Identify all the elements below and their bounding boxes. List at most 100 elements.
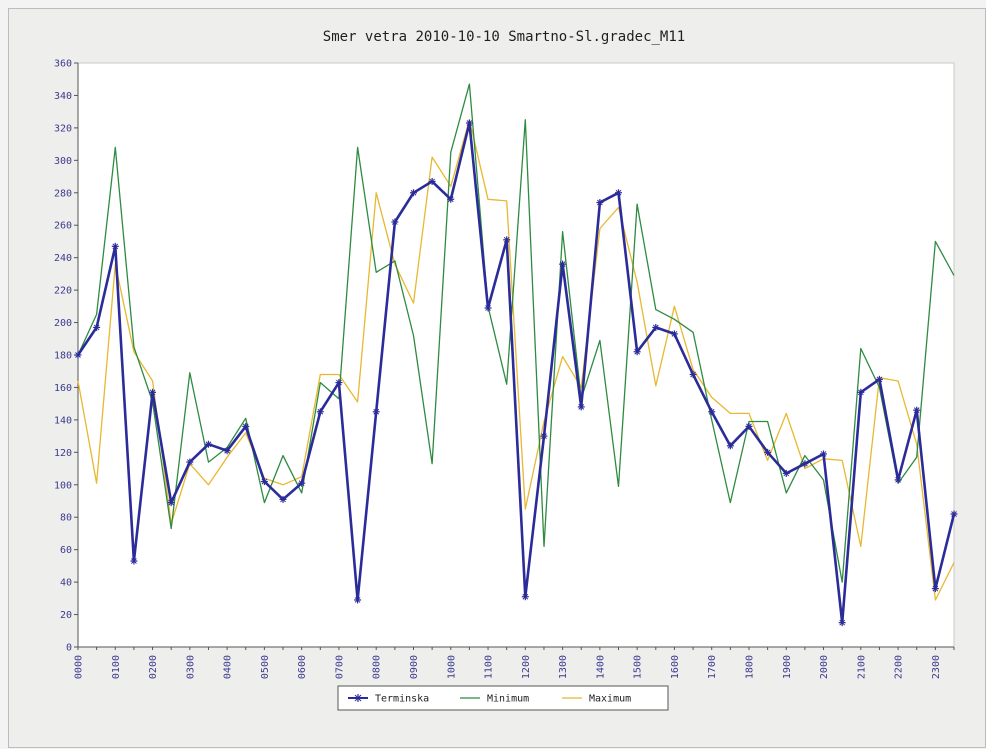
data-point	[857, 388, 865, 396]
legend-item-minimum: Minimum	[460, 694, 529, 705]
data-point	[316, 408, 324, 416]
data-point	[372, 408, 380, 416]
data-point	[670, 330, 678, 338]
y-tick-label: 260	[54, 221, 72, 232]
y-tick-label: 220	[54, 286, 72, 297]
data-point	[838, 619, 846, 627]
data-point	[242, 422, 250, 430]
data-point	[428, 177, 436, 185]
data-point	[894, 476, 902, 484]
x-tick-label: 0400	[223, 655, 234, 679]
chart-svg: Smer vetra 2010-10-10 Smartno-Sl.gradec_…	[54, 29, 958, 711]
data-point	[130, 557, 138, 565]
data-point	[260, 478, 268, 486]
data-point	[298, 479, 306, 487]
x-tick-label: 1900	[782, 655, 793, 679]
chart-title: Smer vetra 2010-10-10 Smartno-Sl.gradec_…	[323, 29, 685, 45]
data-point	[409, 189, 417, 197]
y-tick-label: 340	[54, 91, 72, 102]
data-point	[875, 375, 883, 383]
legend-label: Terminska	[375, 694, 429, 705]
x-tick-label: 0600	[297, 655, 308, 679]
data-point	[186, 458, 194, 466]
data-point	[391, 218, 399, 226]
y-tick-label: 40	[60, 578, 72, 589]
legend-label: Maximum	[589, 694, 631, 705]
x-tick-label: 0900	[409, 655, 420, 679]
data-point	[726, 442, 734, 450]
data-point	[279, 495, 287, 503]
series-line-maximum	[77, 119, 955, 601]
y-tick-label: 300	[54, 156, 72, 167]
x-tick-label: 1700	[707, 655, 718, 679]
data-point	[764, 448, 772, 456]
data-point	[521, 593, 529, 601]
y-tick-label: 240	[54, 253, 72, 264]
x-tick-label: 0300	[185, 655, 196, 679]
data-point	[149, 388, 157, 396]
x-tick-label: 0700	[334, 655, 345, 679]
y-tick-label: 280	[54, 188, 72, 199]
data-point	[559, 260, 567, 268]
data-point	[745, 422, 753, 430]
data-point	[950, 510, 958, 518]
x-tick-label: 0000	[74, 655, 85, 679]
y-tick-label: 60	[60, 545, 72, 556]
x-tick-label: 2300	[931, 655, 942, 679]
y-tick-label: 160	[54, 383, 72, 394]
series-line-terminska	[76, 121, 956, 625]
axes: 0 20 40 60 80 100 120 140 160 180 200 220 240 260 280 3…	[54, 59, 955, 679]
y-tick-label: 140	[54, 415, 72, 426]
data-point	[447, 195, 455, 203]
data-point	[782, 469, 790, 477]
data-point	[931, 585, 939, 593]
data-point	[577, 403, 585, 411]
data-point	[596, 199, 604, 207]
chart-frame: Smer vetra 2010-10-10 Smartno-Sl.gradec_…	[8, 8, 986, 748]
legend-item-maximum: Maximum	[562, 694, 631, 705]
x-tick-label: 1300	[558, 655, 569, 679]
data-point	[820, 450, 828, 458]
x-tick-label: 0800	[372, 655, 383, 679]
x-tick-label: 1100	[484, 655, 495, 679]
data-point	[633, 348, 641, 356]
data-point	[913, 406, 921, 414]
data-point	[652, 323, 660, 331]
x-tick-label: 2000	[819, 655, 830, 679]
data-point	[335, 379, 343, 387]
data-point	[223, 447, 231, 455]
y-tick-label: 20	[60, 610, 72, 621]
y-tick-label: 320	[54, 123, 72, 134]
legend-box	[337, 685, 669, 711]
data-point	[93, 323, 101, 331]
y-tick-label: 360	[54, 59, 72, 70]
series-layer	[74, 83, 958, 627]
y-tick-label: 120	[54, 448, 72, 459]
x-tick-label: 1500	[633, 655, 644, 679]
legend-item-terminska: Terminska	[348, 694, 429, 705]
x-tick-label: 1600	[670, 655, 681, 679]
data-point	[167, 499, 175, 507]
x-tick-label: 0200	[148, 655, 159, 679]
y-tick-label: 200	[54, 318, 72, 329]
y-tick-label: 100	[54, 480, 72, 491]
x-tick-label: 1200	[521, 655, 532, 679]
y-tick-label: 80	[60, 513, 72, 524]
data-point	[540, 432, 548, 440]
data-point	[708, 408, 716, 416]
legend: Terminska Minimum Maximum	[337, 685, 669, 711]
x-tick-label: 1000	[446, 655, 457, 679]
data-point	[503, 236, 511, 244]
x-tick-label: 2200	[894, 655, 905, 679]
legend-marker	[354, 694, 362, 702]
legend-label: Minimum	[487, 694, 529, 705]
data-point	[111, 242, 119, 250]
x-tick-label: 1800	[744, 655, 755, 679]
x-tick-label: 0500	[260, 655, 271, 679]
x-tick-label: 0100	[111, 655, 122, 679]
data-point	[74, 351, 82, 359]
y-tick-label: 180	[54, 351, 72, 362]
x-tick-label: 1400	[595, 655, 606, 679]
data-point	[204, 440, 212, 448]
data-point	[354, 596, 362, 604]
